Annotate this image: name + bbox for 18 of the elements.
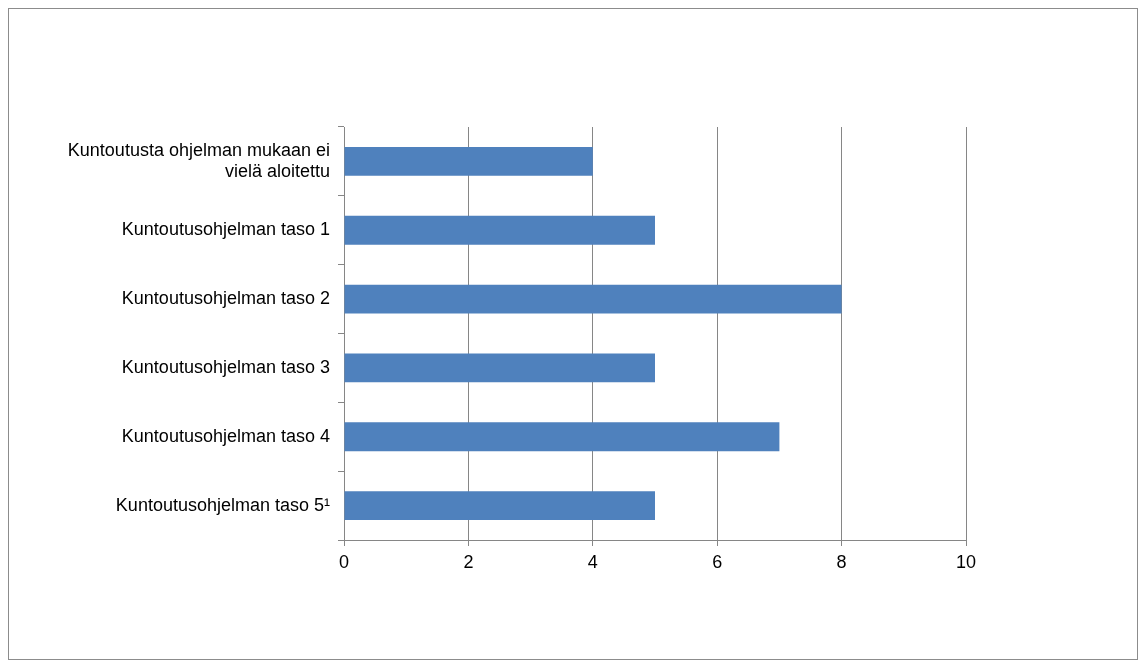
x-tick-label: 2 <box>463 551 474 572</box>
x-tick-label: 10 <box>955 551 977 572</box>
y-tick-label: Kuntoutusohjelman taso 1 <box>121 219 330 240</box>
y-tick-label: Kuntoutusta ohjelman mukaan ei vielä aloitettu <box>67 139 330 182</box>
bar <box>344 491 655 521</box>
bar <box>344 284 842 314</box>
y-tick-label: Kuntoutusohjelman taso 3 <box>121 356 330 377</box>
bar <box>344 146 593 176</box>
y-tick-label: Kuntoutusohjelman taso 5¹ <box>115 494 330 515</box>
bar <box>344 422 780 452</box>
x-tick-label: 6 <box>712 551 723 572</box>
x-tick-label: 0 <box>338 551 350 572</box>
y-tick-label: Kuntoutusohjelman taso 2 <box>121 288 330 309</box>
bar <box>344 353 655 383</box>
x-tick-label: 4 <box>587 551 598 572</box>
y-tick-label: Kuntoutusohjelman taso 4 <box>121 425 330 446</box>
bar <box>344 215 655 245</box>
x-tick-label: 8 <box>836 551 847 572</box>
